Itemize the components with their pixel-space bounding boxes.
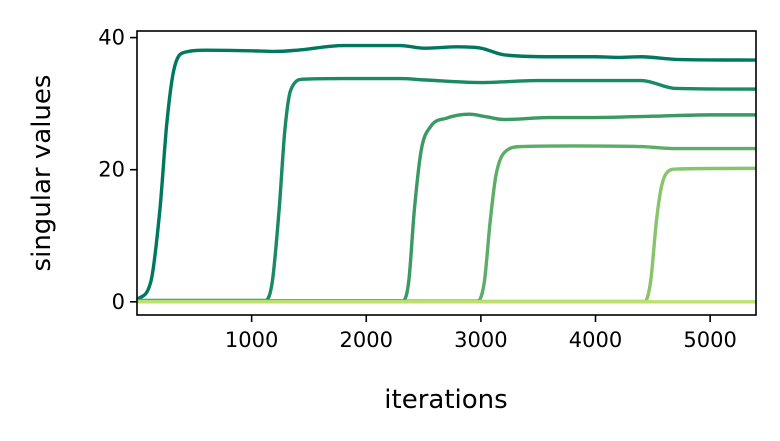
x-tick-label: 2000 [340, 328, 393, 352]
y-tick-label: 0 [112, 290, 125, 314]
y-tick-label: 40 [98, 26, 125, 50]
x-tick-label: 4000 [569, 328, 622, 352]
y-axis: 0 20 40 [98, 26, 137, 314]
y-axis-label: singular values [27, 75, 57, 272]
x-axis-label: iterations [384, 385, 507, 415]
y-tick-label: 20 [98, 158, 125, 182]
plot-frame [136, 30, 757, 316]
series-line-1 [137, 43, 756, 302]
x-tick-label: 3000 [454, 328, 507, 352]
series-line-3 [137, 112, 756, 303]
series-line-4 [137, 144, 756, 303]
x-tick-label: 1000 [225, 328, 278, 352]
x-tick-label: 5000 [683, 328, 736, 352]
series-line-2 [137, 76, 756, 303]
series-line-5 [137, 166, 756, 304]
series-layer [137, 43, 756, 304]
x-axis: 1000 2000 3000 4000 5000 [225, 315, 737, 352]
